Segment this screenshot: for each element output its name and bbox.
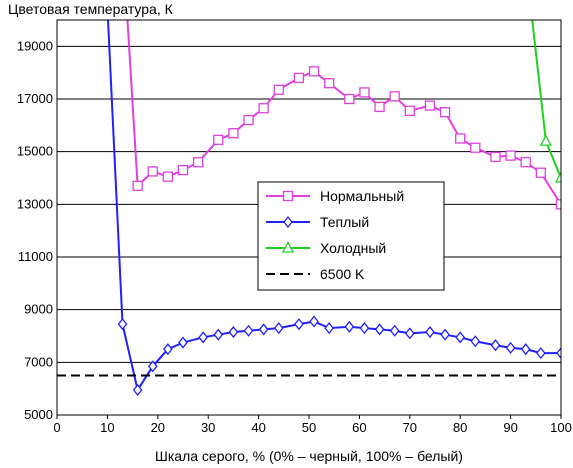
data-point	[308, 66, 320, 77]
data-point	[505, 150, 516, 161]
legend-marker	[281, 241, 295, 253]
data-point	[374, 323, 385, 336]
legend-item: Холодный	[266, 240, 386, 256]
data-point	[539, 134, 552, 146]
data-point	[273, 84, 284, 95]
data-point	[309, 315, 319, 328]
data-point	[132, 180, 143, 192]
data-point	[228, 326, 239, 339]
y-tick-label: 17000	[17, 91, 53, 106]
x-tick-label: 60	[352, 420, 366, 435]
y-tick-label: 19000	[17, 38, 53, 53]
x-tick-label: 70	[403, 420, 417, 435]
data-point	[324, 322, 334, 335]
data-point	[554, 171, 561, 183]
data-point	[228, 128, 239, 139]
legend-label: Теплый	[320, 214, 369, 230]
data-point	[344, 320, 355, 333]
legend-label: Холодный	[320, 240, 386, 256]
data-point	[147, 166, 158, 177]
data-point	[293, 72, 305, 84]
data-point	[535, 167, 546, 178]
data-point	[192, 157, 204, 168]
legend: Нормальный Теплый Холодный 6500 K	[257, 181, 445, 291]
data-point	[359, 322, 370, 335]
data-point	[439, 107, 451, 118]
data-point	[440, 328, 450, 341]
y-tick-label: 13000	[17, 196, 53, 211]
data-point	[324, 78, 335, 89]
data-point	[243, 114, 254, 126]
legend-item: Нормальный	[266, 188, 404, 204]
legend-label: 6500 K	[320, 266, 365, 282]
data-point	[490, 151, 501, 163]
data-point	[147, 360, 158, 373]
legend-marker	[282, 190, 294, 202]
tick-labels: 5000 7000 9000 11000 13000 15000 17000 19000 0 10…	[17, 38, 572, 435]
x-tick-label: 90	[503, 420, 517, 435]
data-point	[404, 327, 415, 340]
x-tick-label: 40	[251, 420, 265, 435]
data-point	[213, 328, 224, 341]
data-point	[520, 343, 531, 356]
y-tick-label: 9000	[24, 302, 53, 317]
x-tick-label: 20	[151, 420, 165, 435]
series-1	[107, 20, 561, 397]
x-tick-label: 50	[302, 420, 316, 435]
data-point	[374, 101, 385, 113]
data-point	[455, 331, 466, 344]
data-point	[389, 324, 400, 337]
legend-marker	[283, 215, 293, 229]
legend-item: Теплый	[266, 214, 369, 230]
data-point	[178, 336, 188, 349]
data-point	[505, 341, 516, 354]
x-tick-label: 80	[453, 420, 467, 435]
data-point	[243, 324, 254, 337]
data-point	[424, 100, 436, 111]
data-point	[470, 142, 481, 153]
data-point	[213, 134, 224, 145]
data-point	[359, 87, 370, 98]
data-point	[470, 335, 481, 348]
x-tick-label: 10	[100, 420, 114, 435]
y-tick-label: 15000	[17, 144, 53, 159]
data-point	[162, 171, 174, 182]
y-tick-label: 5000	[24, 407, 53, 422]
data-point	[389, 91, 400, 102]
legend-item: 6500 K	[266, 266, 365, 282]
data-point	[198, 331, 208, 344]
data-point	[273, 322, 284, 335]
data-point	[490, 339, 501, 352]
series-0	[126, 20, 561, 210]
data-point	[404, 105, 415, 116]
series-line	[126, 20, 561, 205]
y-axis-label: Цветовая температура, К	[8, 1, 174, 17]
data-point	[344, 93, 355, 105]
data-point	[555, 199, 561, 210]
data-point	[556, 347, 561, 360]
data-point	[536, 347, 546, 360]
data-point	[520, 157, 531, 168]
series-layer	[57, 20, 561, 397]
x-tick-label: 0	[53, 420, 60, 435]
legend-label: Нормальный	[320, 188, 404, 204]
data-point	[132, 383, 143, 397]
x-tick-label: 30	[201, 420, 215, 435]
y-tick-label: 7000	[24, 354, 53, 369]
x-tick-label: 100	[550, 420, 572, 435]
data-point	[258, 323, 269, 336]
data-point	[177, 164, 189, 176]
x-axis-label: Шкала серого, % (0% – черный, 100% – бел…	[155, 448, 463, 464]
data-point	[425, 326, 435, 339]
data-point	[258, 103, 269, 114]
data-point	[455, 133, 466, 144]
data-point	[294, 318, 304, 331]
data-point	[117, 318, 128, 331]
series-2	[531, 20, 561, 183]
data-point	[163, 343, 173, 356]
y-tick-label: 11000	[18, 249, 53, 264]
